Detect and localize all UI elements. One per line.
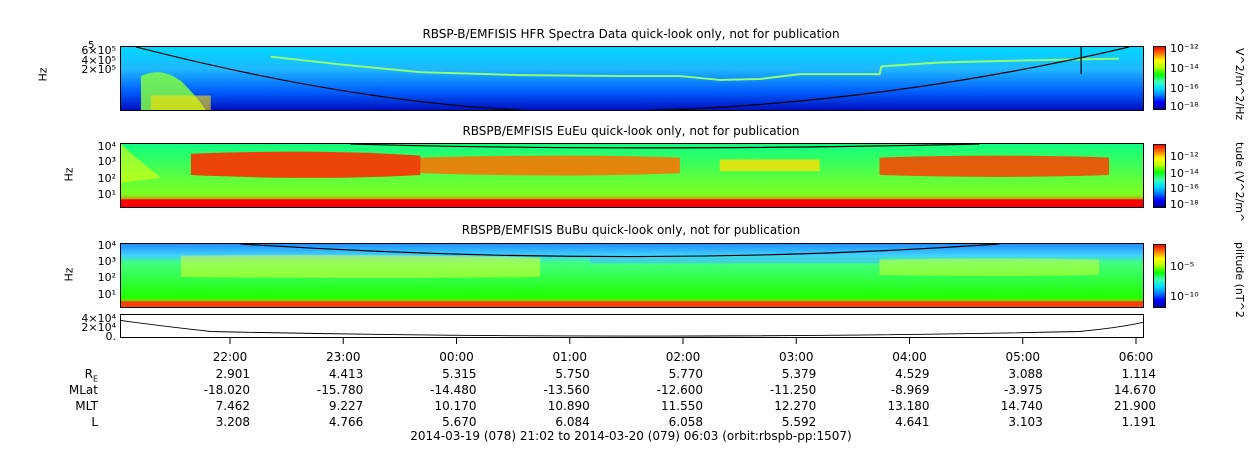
panel3-ytick: 10² xyxy=(97,271,116,284)
ephemeris-value: 11.550 xyxy=(661,399,703,413)
ephemeris-value: 3.088 xyxy=(1008,367,1043,381)
ephemeris-row-label: MLat xyxy=(68,383,98,397)
panel2-cbtick: 10⁻¹⁴ xyxy=(1170,167,1199,180)
panel2-cbtick: 10⁻¹⁸ xyxy=(1170,198,1199,211)
panel3-cbar-label: plitude (nT^2 xyxy=(1233,242,1246,318)
panel2-ytick: 10³ xyxy=(97,155,116,168)
ephemeris-value: 7.462 xyxy=(215,399,250,413)
panel1-cbtick: 10⁻¹⁴ xyxy=(1170,62,1199,75)
panel3-ytick: 10³ xyxy=(97,255,116,268)
time-tick-label: 23:00 xyxy=(325,350,361,364)
line-ytick: 2×10⁴ xyxy=(81,321,116,334)
ephemeris-value: 6.058 xyxy=(668,415,703,429)
ephemeris-value: -12.600 xyxy=(656,383,703,397)
ephemeris-value: 4.413 xyxy=(328,367,364,381)
time-tick-label: 05:00 xyxy=(1005,350,1041,364)
time-tick-label: 03:00 xyxy=(778,350,814,364)
ephemeris-row-label: RE xyxy=(84,367,98,384)
line-ytick: 4×10⁴ xyxy=(81,312,116,325)
panel2-title: RBSPB/EMFISIS EuEu quick-look only, not … xyxy=(462,124,800,138)
panel1-ytick: 4×10⁵ xyxy=(81,54,116,67)
ephemeris-value: -15.780 xyxy=(316,383,364,397)
ephemeris-value: -8.969 xyxy=(890,383,930,397)
time-tick-label: 06:00 xyxy=(1118,350,1154,364)
panel2-ytick: 10⁴ xyxy=(97,140,116,153)
panel3-ytick: 10⁴ xyxy=(97,239,116,252)
ephemeris-value: -11.250 xyxy=(769,383,817,397)
ephemeris-value: 10.890 xyxy=(547,399,590,413)
ephemeris-value: 14.670 xyxy=(1114,383,1156,397)
panel1-cbtick: 10⁻¹² xyxy=(1170,42,1199,55)
ephemeris-value: 14.740 xyxy=(1000,399,1043,413)
ephemeris-value: 9.227 xyxy=(328,399,364,413)
panel3-cbtick: 10⁻⁵ xyxy=(1170,260,1195,273)
time-axis xyxy=(229,338,1137,344)
ephemeris-value: -18.020 xyxy=(203,383,250,397)
ephemeris-row-label: MLT xyxy=(75,399,98,413)
ephemeris-value: 1.114 xyxy=(1121,367,1156,381)
ephemeris-value: -14.480 xyxy=(430,383,477,397)
ephemeris-value: 13.180 xyxy=(887,399,930,413)
ephemeris-value: 5.750 xyxy=(555,367,590,381)
panel1-cbtick: 10⁻¹⁶ xyxy=(1170,82,1199,95)
ephemeris-value: 4.529 xyxy=(895,367,930,381)
ephemeris-value: 5.379 xyxy=(781,367,817,381)
ephemeris-value: 12.270 xyxy=(774,399,817,413)
ephemeris-value: -3.975 xyxy=(1004,383,1043,397)
panel3-title: RBSPB/EMFISIS BuBu quick-look only, not … xyxy=(461,223,801,237)
panel2-ytick: 10¹ xyxy=(97,188,116,201)
time-range: 2014-03-19 (078) 21:02 to 2014-03-20 (07… xyxy=(410,429,852,443)
panel2-cbtick: 10⁻¹⁶ xyxy=(1170,182,1199,195)
ephemeris-value: 5.592 xyxy=(781,415,817,429)
ephemeris-row-label: L xyxy=(91,415,98,429)
panel1-ytick: 2×10⁵ xyxy=(81,63,116,76)
time-tick-label: 22:00 xyxy=(212,350,248,364)
panel1-ylabel: Hz xyxy=(36,67,50,82)
bubu-spectrogram xyxy=(120,243,1144,308)
ephemeris-value: -13.560 xyxy=(543,383,590,397)
ephemeris-value: 10.170 xyxy=(434,399,477,413)
ephemeris-value: 5.670 xyxy=(442,415,477,429)
hfr-spectrogram xyxy=(120,46,1144,111)
ephemeris-value: 5.770 xyxy=(668,367,703,381)
ephemeris-value: 2.901 xyxy=(215,367,250,381)
panel3-ytick: 10¹ xyxy=(97,288,116,301)
ephemeris-value: 6.084 xyxy=(555,415,590,429)
orbit-line-plot xyxy=(120,314,1144,338)
panel1-ytop: 5 xyxy=(88,40,95,51)
time-tick-label: 04:00 xyxy=(892,350,927,364)
eueu-spectrogram xyxy=(120,143,1144,208)
panel1-title: RBSP-B/EMFISIS HFR Spectra Data quick-lo… xyxy=(422,27,840,41)
panel2-cbar-label: tude (V^2/m^ xyxy=(1233,142,1246,223)
line-ytick: 0. xyxy=(105,330,117,343)
panel2-colorbar xyxy=(1153,144,1166,208)
ephemeris-value: 4.766 xyxy=(328,415,364,429)
panel1-cbar-label: V^2/m^2/Hz xyxy=(1233,48,1246,121)
panel3-colorbar xyxy=(1153,244,1166,308)
ephemeris-value: 3.208 xyxy=(215,415,250,429)
panel1-cbtick: 10⁻¹⁸ xyxy=(1170,100,1199,113)
ephemeris-value: 5.315 xyxy=(442,367,477,381)
ephemeris-value: 3.103 xyxy=(1008,415,1043,429)
ephemeris-value: 1.191 xyxy=(1121,415,1156,429)
panel2-ytick: 10² xyxy=(97,172,116,185)
panel3-cbtick: 10⁻¹⁰ xyxy=(1170,290,1199,303)
ephemeris-value: 21.900 xyxy=(1114,399,1156,413)
time-tick-label: 02:00 xyxy=(665,350,701,364)
panel1-ytick: 6×10⁵ xyxy=(81,44,116,57)
panel1-colorbar xyxy=(1153,46,1166,110)
panel2-cbtick: 10⁻¹² xyxy=(1170,150,1199,163)
ephemeris-value: 4.641 xyxy=(895,415,930,429)
time-tick-label: 01:00 xyxy=(552,350,588,364)
time-tick-label: 00:00 xyxy=(439,350,474,364)
